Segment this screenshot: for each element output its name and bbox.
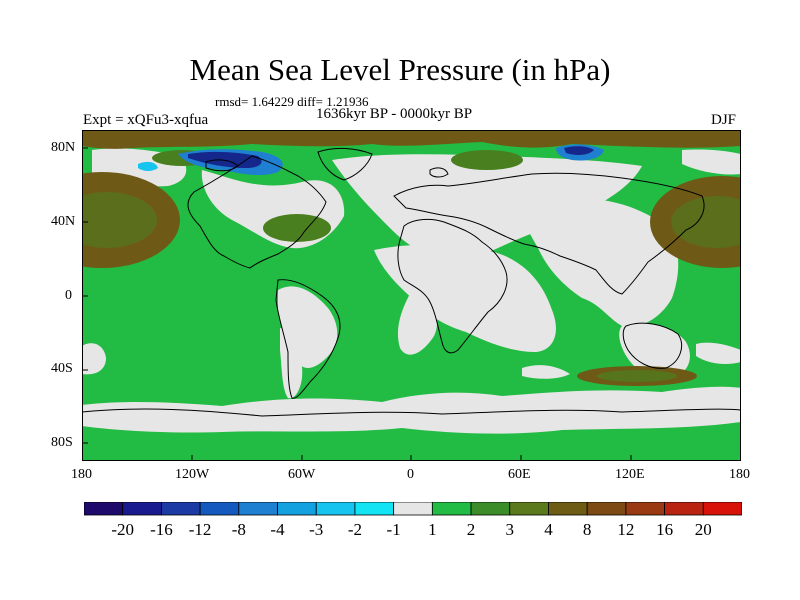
- colorbar-label: 1: [428, 520, 437, 539]
- colorbar-swatch: [431, 502, 472, 516]
- lat-label-40n: 40N: [51, 214, 76, 229]
- colorbar-swatch: [161, 502, 201, 516]
- colorbar-swatch: [702, 502, 742, 516]
- colorbar-swatch: [84, 502, 124, 516]
- colorbar-label: -12: [188, 520, 212, 539]
- colorbar-swatch: [509, 502, 549, 516]
- colorbar-swatch: [625, 502, 665, 516]
- colorbar-swatch: [315, 502, 356, 516]
- colorbar-label: 8: [582, 520, 592, 539]
- colorbar-label: 16: [656, 520, 674, 539]
- colorbar-swatch: [277, 502, 317, 516]
- rmsd-diff-stats: rmsd= 1.64229 diff= 1.21936: [215, 94, 369, 109]
- lon-label-60e: 60E: [508, 467, 531, 482]
- colorbar: [84, 502, 742, 516]
- lat-label-80n: 80N: [51, 140, 76, 155]
- colorbar-label: -3: [309, 520, 324, 539]
- colorbar-label: -8: [231, 520, 246, 539]
- colorbar-label: -2: [347, 520, 363, 539]
- experiment-label: Expt = xQFu3-xqfua: [83, 112, 209, 128]
- colorbar-label: 20: [694, 520, 712, 539]
- map-ticks: [82, 147, 632, 461]
- colorbar-swatch: [664, 502, 704, 516]
- colorbar-label: 12: [617, 520, 635, 539]
- colorbar-swatch: [238, 502, 278, 516]
- colorbar-swatch: [393, 502, 433, 516]
- colorbar-label: -4: [270, 520, 285, 539]
- colorbar-label: 4: [544, 520, 553, 539]
- colorbar-label: -1: [386, 520, 401, 539]
- lat-label-40s: 40S: [51, 361, 73, 376]
- neutral-anomaly-regions: [82, 148, 741, 434]
- colorbar-swatch: [470, 502, 511, 516]
- coastlines: [82, 147, 741, 417]
- colorbar-label: 2: [466, 520, 476, 539]
- season-label: DJF: [711, 112, 737, 128]
- lon-label-120w: 120W: [175, 467, 210, 482]
- lat-label-80s: 80S: [51, 435, 73, 450]
- colorbar-swatch: [122, 502, 162, 516]
- colorbar-swatch: [586, 502, 627, 516]
- time-period-label: 1636kyr BP - 0000kyr BP: [316, 106, 473, 122]
- colorbar-label: -20: [111, 520, 135, 539]
- colorbar-label: 3: [505, 520, 515, 539]
- colorbar-swatch: [354, 502, 395, 516]
- colorbar-swatch: [548, 502, 588, 516]
- colorbar-label: -16: [150, 520, 173, 539]
- lon-label-60w: 60W: [288, 467, 316, 482]
- pressure-anomaly-map: [82, 130, 741, 461]
- lat-label-0: 0: [65, 288, 72, 303]
- lon-label-180-right: 180: [729, 467, 750, 482]
- lon-label-0: 0: [407, 467, 414, 482]
- lon-label-120e: 120E: [615, 467, 645, 482]
- plot-title: Mean Sea Level Pressure (in hPa): [189, 52, 611, 87]
- colorbar-swatch: [199, 502, 240, 516]
- lon-label-180-left: 180: [71, 467, 92, 482]
- positive-mid-anomaly-regions: [82, 150, 741, 382]
